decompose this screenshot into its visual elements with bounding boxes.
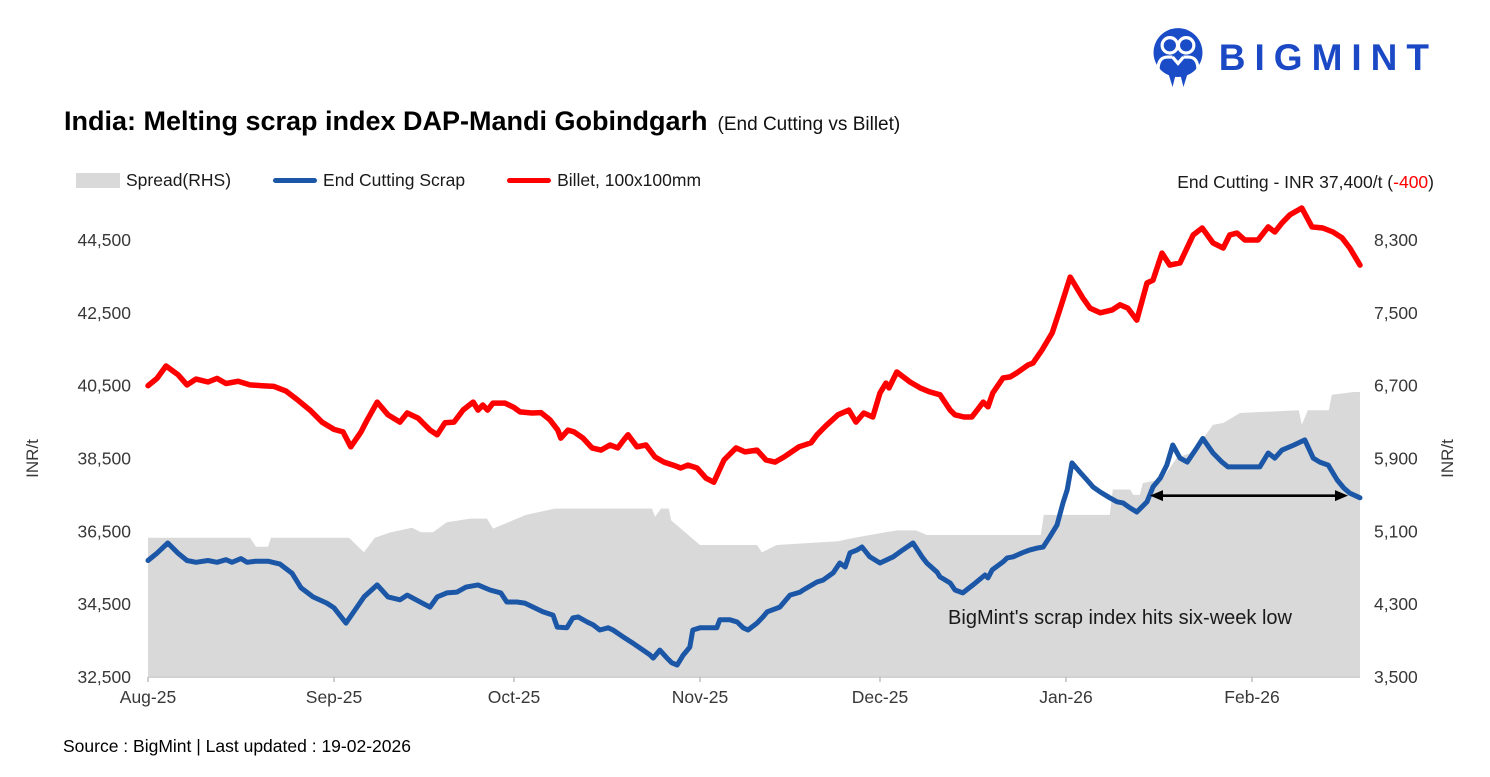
spread-area — [148, 392, 1360, 677]
bigmint-logo-text: BIGMINT — [1218, 37, 1438, 78]
y-left-tick-label: 38,500 — [77, 449, 131, 469]
legend-label-billet: Billet, 100x100mm — [557, 170, 702, 190]
arrow-left-head-icon — [1150, 490, 1163, 502]
billet-swatch-icon — [507, 178, 552, 183]
legend-label-spread: Spread(RHS) — [126, 170, 232, 190]
legend-item-billet: Billet, 100x100mm — [507, 170, 701, 191]
chart-title-row: India: Melting scrap index DAP-Mandi Gob… — [64, 106, 900, 137]
y-left-tick-label: 34,500 — [77, 594, 131, 614]
legend-item-end-cutting: End Cutting Scrap — [273, 170, 465, 191]
y-left-tick-label: 42,500 — [77, 303, 131, 323]
end-cutting-swatch-icon — [273, 178, 318, 183]
y-right-tick-label: 6,700 — [1374, 376, 1418, 396]
source-text: Source : BigMint | Last updated : 19-02-… — [63, 736, 411, 756]
spread-swatch-icon — [76, 173, 120, 188]
x-tick-label: Sep-25 — [306, 687, 362, 707]
latest-price-label: End Cutting - INR 37,400/t (-400) — [1177, 172, 1434, 193]
latest-price-change: -400 — [1393, 172, 1429, 192]
page-subtitle: (End Cutting vs Billet) — [717, 114, 901, 135]
x-tick-label: Oct-25 — [488, 687, 541, 707]
y-right-tick-label: 5,100 — [1374, 521, 1418, 541]
x-tick-label: Aug-25 — [120, 687, 176, 707]
y-left-tick-label: 36,500 — [77, 521, 131, 541]
latest-price-suffix: ) — [1428, 172, 1434, 192]
y-right-tick-label: 8,300 — [1374, 230, 1418, 250]
legend-item-spread: Spread(RHS) — [76, 170, 231, 191]
annotation-six-week-low: BigMint's scrap index hits six-week low — [948, 607, 1292, 629]
end-cutting-scrap-line — [145, 436, 1363, 668]
page-title: India: Melting scrap index DAP-Mandi Gob… — [64, 106, 708, 136]
bigmint-logo: BIGMINT — [1149, 26, 1438, 90]
y-right-tick-label: 3,500 — [1374, 667, 1418, 687]
y-left-tick-label: 40,500 — [77, 376, 131, 396]
x-tick-label: Feb-26 — [1224, 687, 1279, 707]
legend-label-end-cutting: End Cutting Scrap — [323, 170, 466, 190]
billet-line — [145, 205, 1363, 485]
x-tick-label: Nov-25 — [672, 687, 728, 707]
y-right-axis-title: INR/t — [1438, 439, 1457, 478]
y-left-axis-title: INR/t — [23, 439, 42, 478]
arrow-right-head-icon — [1335, 490, 1348, 502]
latest-price-prefix: End Cutting - INR 37,400/t ( — [1177, 172, 1394, 192]
y-left-tick-label: 32,500 — [77, 667, 131, 687]
y-right-tick-label: 4,300 — [1374, 594, 1418, 614]
x-tick-label: Dec-25 — [852, 687, 908, 707]
bigmint-logo-icon — [1153, 28, 1203, 87]
y-right-tick-label: 5,900 — [1374, 449, 1418, 469]
chart-legend: Spread(RHS) End Cutting Scrap Billet, 10… — [76, 170, 701, 191]
x-tick-label: Jan-26 — [1039, 687, 1093, 707]
y-left-tick-label: 44,500 — [77, 230, 131, 250]
y-right-tick-label: 7,500 — [1374, 303, 1418, 323]
